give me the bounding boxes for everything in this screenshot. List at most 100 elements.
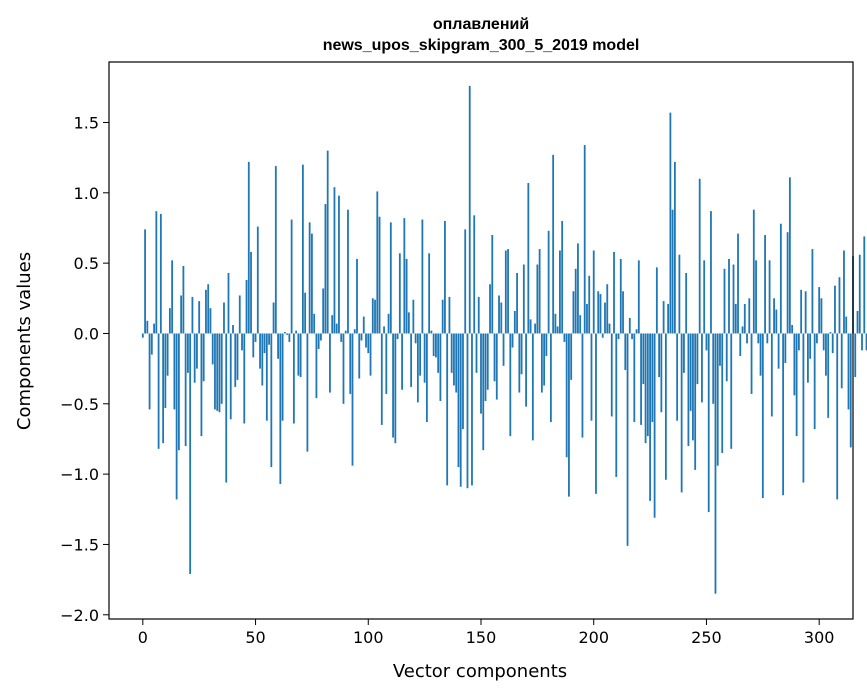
- bar-142: [462, 333, 464, 430]
- bar-83: [329, 333, 331, 393]
- bar-150: [480, 333, 482, 414]
- bar-233: [667, 303, 670, 334]
- bar-253: [712, 333, 715, 404]
- bar-74: [308, 222, 311, 334]
- bar-14: [173, 333, 176, 410]
- bar-262: [732, 264, 735, 334]
- bar-244: [692, 333, 694, 441]
- bar-290: [795, 333, 798, 437]
- bar-58: [272, 302, 275, 334]
- bar-76: [313, 313, 316, 334]
- bar-67: [292, 333, 295, 424]
- x-tick-label: 50: [245, 628, 265, 647]
- bar-158: [498, 295, 500, 334]
- bar-222: [642, 333, 645, 385]
- y-tick-label: 1.5: [74, 113, 99, 132]
- bar-42: [236, 333, 239, 380]
- bar-288: [791, 325, 794, 334]
- bar-16: [177, 333, 180, 451]
- bar-187: [563, 333, 566, 342]
- bar-2: [146, 320, 149, 334]
- y-axis: −2.0 −1.5 −1.0 −0.5 0.0 0.5 1.0 1.5: [60, 113, 109, 625]
- bar-250: [705, 333, 708, 351]
- bar-259: [725, 333, 728, 382]
- bar-43: [238, 295, 241, 334]
- bar-254: [714, 333, 717, 594]
- bar-47: [247, 161, 250, 334]
- bar-242: [687, 333, 690, 446]
- bar-180: [547, 230, 550, 334]
- bar-202: [597, 291, 600, 334]
- bar-162: [507, 249, 509, 334]
- bar-86: [335, 323, 338, 334]
- bar-251: [707, 333, 710, 513]
- bar-260: [728, 258, 730, 334]
- bar-199: [590, 333, 593, 421]
- bar-157: [495, 333, 498, 400]
- bar-301: [820, 298, 823, 334]
- bar-34: [218, 333, 221, 413]
- bar-229: [658, 333, 661, 378]
- bar-198: [588, 275, 591, 334]
- bar-32: [214, 333, 216, 410]
- bar-240: [683, 333, 685, 373]
- bar-234: [669, 112, 672, 334]
- bar-186: [561, 220, 564, 334]
- bar-102: [371, 298, 374, 334]
- bar-169: [522, 264, 525, 334]
- bar-255: [716, 333, 719, 466]
- bar-105: [378, 216, 381, 334]
- bar-194: [579, 315, 582, 334]
- bar-139: [455, 333, 458, 393]
- bar-104: [376, 191, 379, 334]
- bar-235: [671, 209, 674, 334]
- bar-226: [651, 333, 654, 423]
- bar-148: [475, 333, 478, 373]
- bar-78: [317, 333, 320, 349]
- bar-317: [856, 310, 859, 334]
- chart-title-line1: оплавлений: [433, 16, 529, 33]
- bar-9: [162, 333, 165, 444]
- bar-252: [710, 211, 712, 334]
- bar-121: [414, 333, 417, 344]
- bar-261: [730, 333, 733, 449]
- bar-318: [858, 254, 861, 334]
- bar-286: [786, 232, 789, 334]
- bar-80: [322, 288, 325, 334]
- bar-183: [554, 313, 557, 334]
- bar-213: [622, 291, 624, 334]
- bar-294: [804, 291, 807, 334]
- bar-149: [477, 296, 480, 334]
- bar-284: [782, 333, 785, 496]
- bar-18: [182, 265, 185, 334]
- bar-40: [232, 325, 234, 334]
- bar-248: [701, 333, 703, 403]
- bar-41: [234, 333, 237, 387]
- y-tick-label: −0.5: [60, 395, 99, 414]
- bar-138: [453, 333, 455, 386]
- bar-59: [274, 166, 277, 334]
- bar-189: [568, 333, 570, 497]
- bar-79: [320, 333, 322, 341]
- bar-145: [468, 85, 471, 334]
- bar-75: [311, 233, 313, 334]
- bar-135: [446, 333, 449, 486]
- bar-71: [301, 164, 304, 334]
- bar-165: [513, 310, 516, 334]
- bar-207: [608, 323, 611, 334]
- bar-57: [270, 333, 273, 468]
- bar-17: [180, 295, 183, 334]
- bar-238: [678, 254, 681, 334]
- bar-137: [450, 333, 453, 373]
- bar-181: [549, 333, 552, 423]
- bar-231: [662, 301, 665, 334]
- bar-190: [570, 333, 573, 380]
- bar-212: [619, 258, 622, 334]
- bar-30: [209, 308, 212, 334]
- bar-258: [723, 268, 726, 334]
- bar-269: [748, 298, 751, 334]
- y-tick-label: −2.0: [60, 606, 99, 625]
- x-tick-label: 200: [578, 628, 609, 647]
- bar-170: [525, 333, 527, 407]
- bar-29: [207, 284, 210, 334]
